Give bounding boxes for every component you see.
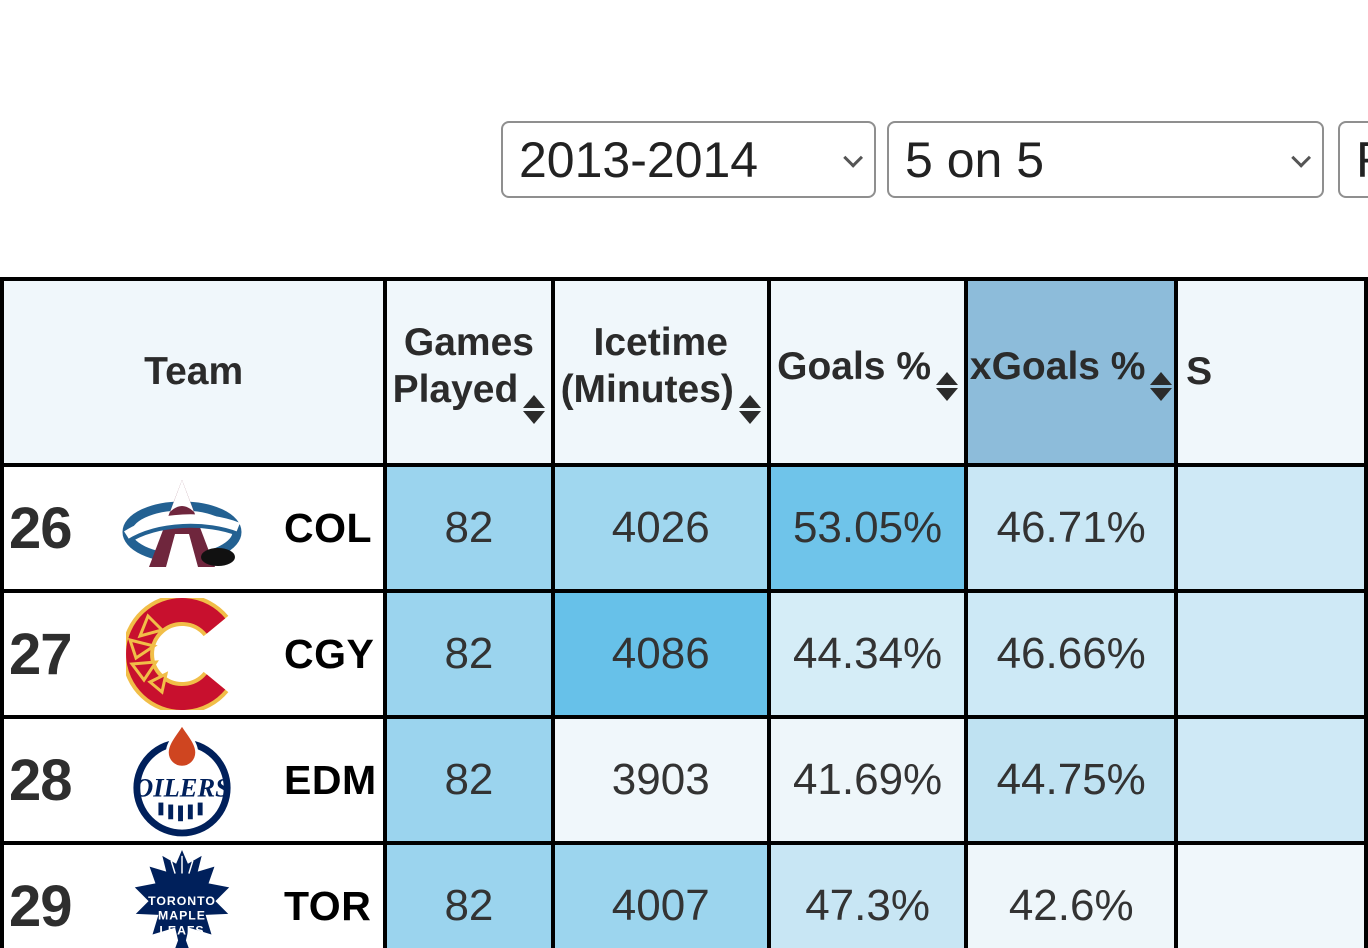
table-row: 27 CGY 82 4086 44.34% 46.66%: [0, 589, 1368, 719]
next-partial-cell: [1174, 589, 1368, 719]
rank-label: 29: [9, 873, 73, 939]
column-header-goals-pct-label: Goals %: [777, 344, 932, 388]
xgoals-pct-cell: 46.66%: [964, 589, 1179, 719]
season-select-value: 2013-2014: [519, 131, 759, 188]
column-header-games-played-label: Games Played: [392, 321, 534, 411]
column-header-team-label: Team: [144, 349, 244, 393]
game-type-select[interactable]: R: [1338, 121, 1368, 198]
team-cell[interactable]: 28 OILERS EDM: [0, 715, 388, 845]
rank-label: 26: [9, 495, 73, 561]
goals-pct-cell: 41.69%: [766, 715, 969, 845]
svg-text:LEAFS: LEAFS: [159, 924, 204, 938]
column-header-games-played[interactable]: Games Played: [383, 277, 555, 467]
next-partial-cell: [1174, 715, 1368, 845]
svg-text:MAPLE: MAPLE: [158, 909, 206, 923]
games-played-cell: 82: [383, 841, 555, 948]
column-header-next-partial-label: S: [1186, 349, 1213, 393]
goals-pct-cell: 47.3%: [766, 841, 969, 948]
situation-select-value: 5 on 5: [905, 131, 1045, 188]
table-row: 29 TORONTO MAPLE LEAFS TOR 82 4007 47.3%…: [0, 841, 1368, 948]
team-cell[interactable]: 26 COL: [0, 463, 388, 593]
icetime-cell: 4007: [550, 841, 771, 948]
table-row: 26 COL 82 4026 53.05% 46.71%: [0, 463, 1368, 593]
team-abbr-label: CGY: [284, 630, 375, 677]
game-type-select-value: R: [1356, 131, 1368, 189]
column-header-icetime-label: Icetime (Minutes): [560, 321, 734, 411]
team-abbr-label: COL: [284, 504, 373, 551]
xgoals-pct-cell: 46.71%: [964, 463, 1179, 593]
team-abbr-label: EDM: [284, 756, 377, 803]
calgary-flames-logo-icon: [106, 598, 258, 710]
column-header-icetime[interactable]: Icetime (Minutes): [550, 277, 771, 467]
next-partial-cell: [1174, 841, 1368, 948]
team-cell[interactable]: 29 TORONTO MAPLE LEAFS TOR: [0, 841, 388, 948]
column-header-xgoals-pct-label: xGoals %: [969, 344, 1146, 388]
column-header-next-partial[interactable]: S: [1174, 277, 1368, 467]
header-row: Team Games Played Icetime (Minutes) Goal…: [0, 277, 1368, 467]
xgoals-pct-cell: 42.6%: [964, 841, 1179, 948]
svg-text:OILERS: OILERS: [134, 773, 230, 803]
icetime-cell: 4026: [550, 463, 771, 593]
toronto-maple-leafs-logo-icon: TORONTO MAPLE LEAFS: [106, 848, 258, 948]
season-select[interactable]: 2013-2014: [501, 121, 876, 198]
games-played-cell: 82: [383, 715, 555, 845]
sort-icon: [523, 394, 546, 424]
icetime-cell: 3903: [550, 715, 771, 845]
column-header-team[interactable]: Team: [0, 277, 388, 467]
sort-icon: [738, 394, 761, 424]
rank-label: 28: [9, 747, 73, 813]
column-header-xgoals-pct[interactable]: xGoals %: [964, 277, 1179, 467]
situation-select[interactable]: 5 on 5: [887, 121, 1324, 198]
colorado-avalanche-logo-icon: [106, 474, 258, 582]
next-partial-cell: [1174, 463, 1368, 593]
goals-pct-cell: 53.05%: [766, 463, 969, 593]
svg-text:TORONTO: TORONTO: [148, 894, 216, 908]
sort-icon: [936, 371, 959, 401]
chevron-down-icon: [1291, 147, 1312, 168]
games-played-cell: 82: [383, 463, 555, 593]
table-row: 28 OILERS EDM: [0, 715, 1368, 845]
games-played-cell: 82: [383, 589, 555, 719]
team-stats-table: Team Games Played Icetime (Minutes) Goal…: [0, 277, 1368, 948]
chevron-down-icon: [843, 147, 864, 168]
sort-icon: [1150, 371, 1173, 401]
rank-label: 27: [9, 621, 73, 687]
icetime-cell: 4086: [550, 589, 771, 719]
goals-pct-cell: 44.34%: [766, 589, 969, 719]
team-cell[interactable]: 27 CGY: [0, 589, 388, 719]
column-header-goals-pct[interactable]: Goals %: [766, 277, 969, 467]
edmonton-oilers-logo-icon: OILERS: [106, 722, 258, 838]
xgoals-pct-cell: 44.75%: [964, 715, 1179, 845]
team-abbr-label: TOR: [284, 882, 372, 929]
